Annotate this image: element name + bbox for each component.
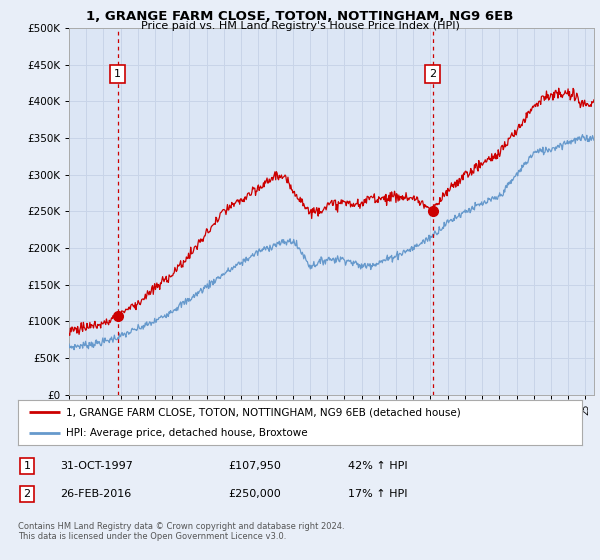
- Text: 17% ↑ HPI: 17% ↑ HPI: [348, 489, 407, 499]
- Text: 2: 2: [429, 69, 436, 79]
- Text: 31-OCT-1997: 31-OCT-1997: [60, 461, 133, 471]
- Text: Contains HM Land Registry data © Crown copyright and database right 2024.
This d: Contains HM Land Registry data © Crown c…: [18, 522, 344, 542]
- Text: 42% ↑ HPI: 42% ↑ HPI: [348, 461, 407, 471]
- Text: 1, GRANGE FARM CLOSE, TOTON, NOTTINGHAM, NG9 6EB: 1, GRANGE FARM CLOSE, TOTON, NOTTINGHAM,…: [86, 10, 514, 23]
- Text: 2: 2: [23, 489, 31, 499]
- Text: 1: 1: [114, 69, 121, 79]
- Text: Price paid vs. HM Land Registry's House Price Index (HPI): Price paid vs. HM Land Registry's House …: [140, 21, 460, 31]
- Text: 26-FEB-2016: 26-FEB-2016: [60, 489, 131, 499]
- Text: £107,950: £107,950: [228, 461, 281, 471]
- Text: 1: 1: [23, 461, 31, 471]
- Text: £250,000: £250,000: [228, 489, 281, 499]
- Text: HPI: Average price, detached house, Broxtowe: HPI: Average price, detached house, Brox…: [66, 428, 308, 438]
- Text: 1, GRANGE FARM CLOSE, TOTON, NOTTINGHAM, NG9 6EB (detached house): 1, GRANGE FARM CLOSE, TOTON, NOTTINGHAM,…: [66, 408, 461, 418]
